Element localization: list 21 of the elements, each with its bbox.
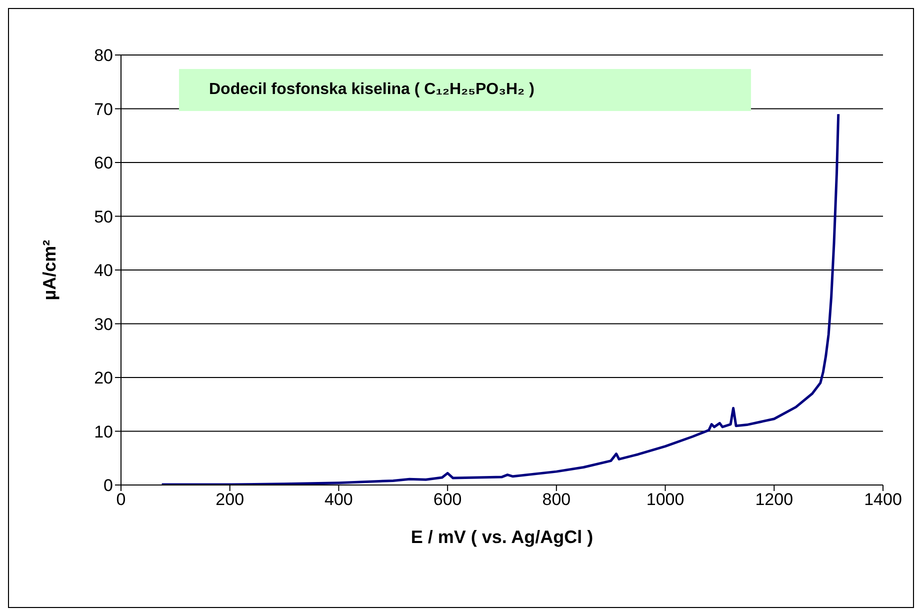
y-tick-label: 10 — [94, 422, 113, 442]
x-tick-label: 400 — [324, 490, 353, 510]
y-tick-label: 30 — [94, 314, 113, 334]
y-tick-label: 20 — [94, 368, 113, 388]
x-tick-label: 800 — [542, 490, 571, 510]
x-tick-label: 1000 — [646, 490, 684, 510]
x-tick-label: 0 — [116, 490, 126, 510]
y-tick-label: 50 — [94, 207, 113, 226]
y-tick-label: 80 — [94, 46, 113, 66]
x-tick-label: 1200 — [755, 490, 794, 510]
x-axis-title: E / mV ( vs. Ag/AgCl ) — [410, 527, 594, 547]
x-tick-label: 600 — [433, 490, 462, 510]
y-tick-label: 40 — [94, 261, 113, 280]
y-tick-label: 0 — [104, 476, 113, 496]
x-tick-label: 1400 — [864, 490, 902, 510]
text: Dodecil fosfonska kiselina ( C₁₂H₂₅PO₃H₂ ) — [209, 80, 534, 100]
y-tick-label: 70 — [94, 100, 113, 119]
x-tick-label: 200 — [216, 490, 244, 510]
line-series — [160, 112, 840, 485]
y-tick-label: 60 — [94, 154, 113, 173]
y-axis-title: µA/cm² — [39, 240, 60, 300]
